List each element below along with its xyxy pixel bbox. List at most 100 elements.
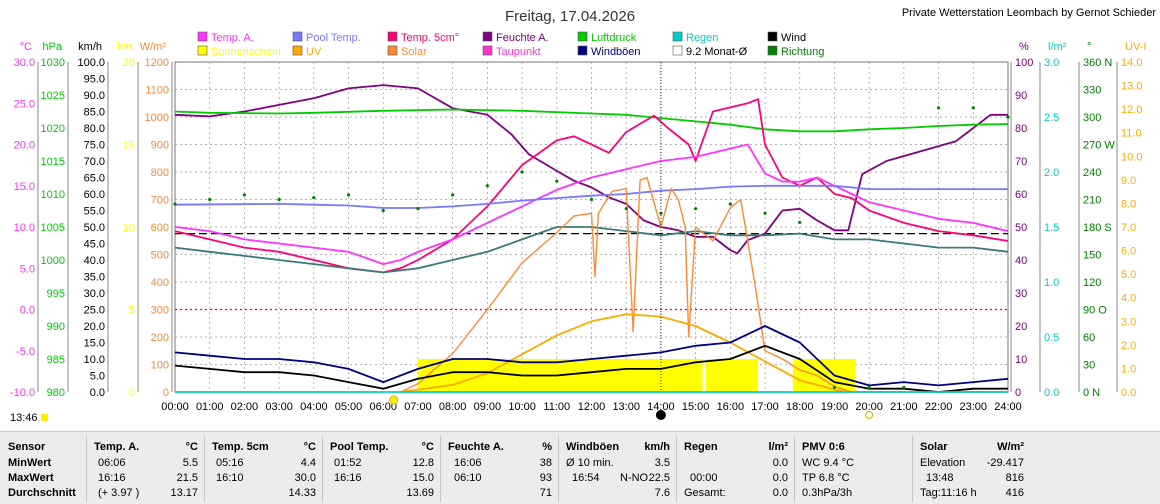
pool-min: 12.8 (412, 457, 434, 469)
chart-title: Freitag, 17.04.2026 (505, 8, 635, 25)
regen-column: Regen l/m² 0.0 00:00 0.0 Gesamt: 0.0 (676, 432, 794, 504)
direction-point (277, 197, 281, 202)
y-tick-label: 7.0 (1121, 222, 1136, 234)
time-label: 13:46 (10, 412, 38, 424)
regen-total: 0.0 (772, 487, 788, 499)
y-tick-label: 55.0 (84, 206, 105, 218)
y-tick-label: 12.0 (1121, 104, 1142, 116)
axis-unit-label: ° (1087, 41, 1091, 53)
y-tick-label: 150 (1083, 250, 1101, 262)
temp5-min: 4.4 (300, 457, 316, 469)
y-tick-label: 70.0 (84, 156, 105, 168)
y-tick-label: 30.0 (84, 288, 105, 300)
direction-point (798, 220, 802, 225)
y-tick-label: 50 (1015, 222, 1027, 234)
x-tick-label: 16:00 (717, 401, 745, 413)
wind-header: Windböen (566, 441, 620, 453)
pool-column: Pool Temp. °C 01:52 12.8 16:16 15.0 13.6… (322, 432, 440, 504)
y-tick-label: 90 O (1083, 305, 1107, 317)
y-tick-label: 45.0 (84, 239, 105, 251)
regen-min: 0.0 (772, 457, 788, 469)
regen-max-time: 00:00 (690, 472, 718, 484)
axis-unit-label: hPa (42, 41, 62, 53)
series-line (400, 176, 1008, 393)
axis-unit-label: km/h (78, 41, 102, 53)
feuchte-header: Feuchte A. (448, 441, 504, 453)
direction-point (451, 193, 455, 197)
y-tick-label: 980 (47, 387, 65, 399)
y-tick-label: 35.0 (84, 272, 105, 284)
y-tick-label: 80.0 (84, 123, 105, 135)
pmv-column: PMV 0:6 WC 9.4 °C TP 6.8 °C 0.3hPa/3h (794, 432, 912, 504)
minwert-label: MinWert (8, 457, 52, 469)
y-tick-label: 10.0 (1121, 151, 1142, 163)
feuchte-min: 38 (539, 457, 552, 469)
legend-label: Windböen (591, 46, 641, 58)
y-tick-label: 1100 (145, 85, 169, 97)
y-tick-label: 1030 (41, 57, 65, 69)
axes: 30.025.020.015.010.05.00.0-5.0-10.010301… (10, 57, 1142, 420)
separator (322, 436, 323, 502)
temp-a-max: 21.5 (176, 472, 198, 484)
x-tick-label: 20:00 (855, 401, 883, 413)
y-tick-label: 985 (47, 354, 65, 366)
temp-a-max-time: 16:16 (98, 472, 126, 484)
solar-unit: W/m² (997, 441, 1024, 453)
legend-label: Temp. 5cm° (401, 32, 459, 44)
direction-point (381, 208, 385, 213)
x-tick-label: 23:00 (960, 401, 988, 413)
x-tick-label: 18:00 (786, 401, 814, 413)
y-tick-label: 900 (151, 140, 169, 152)
direction-point (763, 211, 767, 215)
y-tick-label: 240 (1083, 167, 1101, 179)
y-tick-label: 20 (123, 57, 135, 69)
legend-label: Solar (401, 46, 427, 58)
y-tick-label: 8.0 (1121, 198, 1136, 210)
direction-point (694, 207, 698, 211)
legend-label: Feuchte A. (496, 32, 549, 44)
regen-header: Regen (684, 441, 718, 453)
y-tick-label: 5 (129, 305, 135, 317)
regen-max: 0.0 (772, 472, 788, 484)
axis-unit-labels: °C hPa km/h km W/m²% l/m² ° UV-I (20, 41, 1147, 53)
y-tick-label: 25.0 (84, 305, 105, 317)
series-line (174, 325, 1009, 387)
station-credit: Private Wetterstation Leombach by Gernot… (902, 7, 1156, 19)
y-tick-label: 75.0 (84, 140, 105, 152)
direction-point (971, 106, 975, 110)
y-tick-label: 0 (1015, 387, 1021, 399)
y-tick-label: 95.0 (84, 74, 105, 86)
y-tick-label: 1005 (41, 222, 65, 234)
y-tick-label: 0.0 (90, 387, 105, 399)
solar-max: 816 (1005, 472, 1024, 484)
y-tick-label: 30 (1083, 360, 1095, 372)
y-tick-label: 0 N (1083, 387, 1100, 399)
y-tick-label: 0.0 (1121, 387, 1136, 399)
legend-swatch (767, 45, 778, 56)
y-tick-label: 14.0 (1121, 57, 1142, 69)
temp5-column: Temp. 5cm °C 05:16 4.4 16:10 30.0 14.33 (204, 432, 322, 504)
y-tick-label: 2.5 (1044, 112, 1059, 124)
feuchte-unit: % (542, 441, 552, 453)
direction-point (659, 211, 663, 215)
y-tick-label: 60 (1015, 189, 1027, 201)
temp-a-avg-note: (+ 3.97 ) (98, 487, 140, 499)
x-tick-label: 00:00 (161, 401, 189, 413)
time-label-sun-marker (41, 414, 48, 421)
x-tick-label: 10:00 (508, 401, 536, 413)
legend-label: 9.2 Monat-Ø (686, 46, 748, 58)
legend: Temp. A. Sonnenschein Pool Temp. UV Temp. 5c… (197, 31, 824, 58)
y-tick-label: 0 (129, 387, 135, 399)
y-tick-label: 30.0 (14, 57, 35, 69)
y-tick-label: 1.0 (1044, 277, 1059, 289)
x-tick-label: 13:00 (612, 401, 640, 413)
y-tick-label: 60.0 (84, 189, 105, 201)
y-tick-label: 20 (1015, 321, 1027, 333)
x-tick-label: 19:00 (821, 401, 849, 413)
axis-unit-label: km (117, 41, 132, 53)
statistics-footer: Sensor MinWert MaxWert Durchschnitt Temp… (0, 431, 1160, 504)
y-tick-label: 800 (151, 167, 169, 179)
y-tick-label: 4.0 (1121, 293, 1136, 305)
direction-point (173, 202, 177, 206)
y-tick-label: 1000 (41, 255, 65, 267)
